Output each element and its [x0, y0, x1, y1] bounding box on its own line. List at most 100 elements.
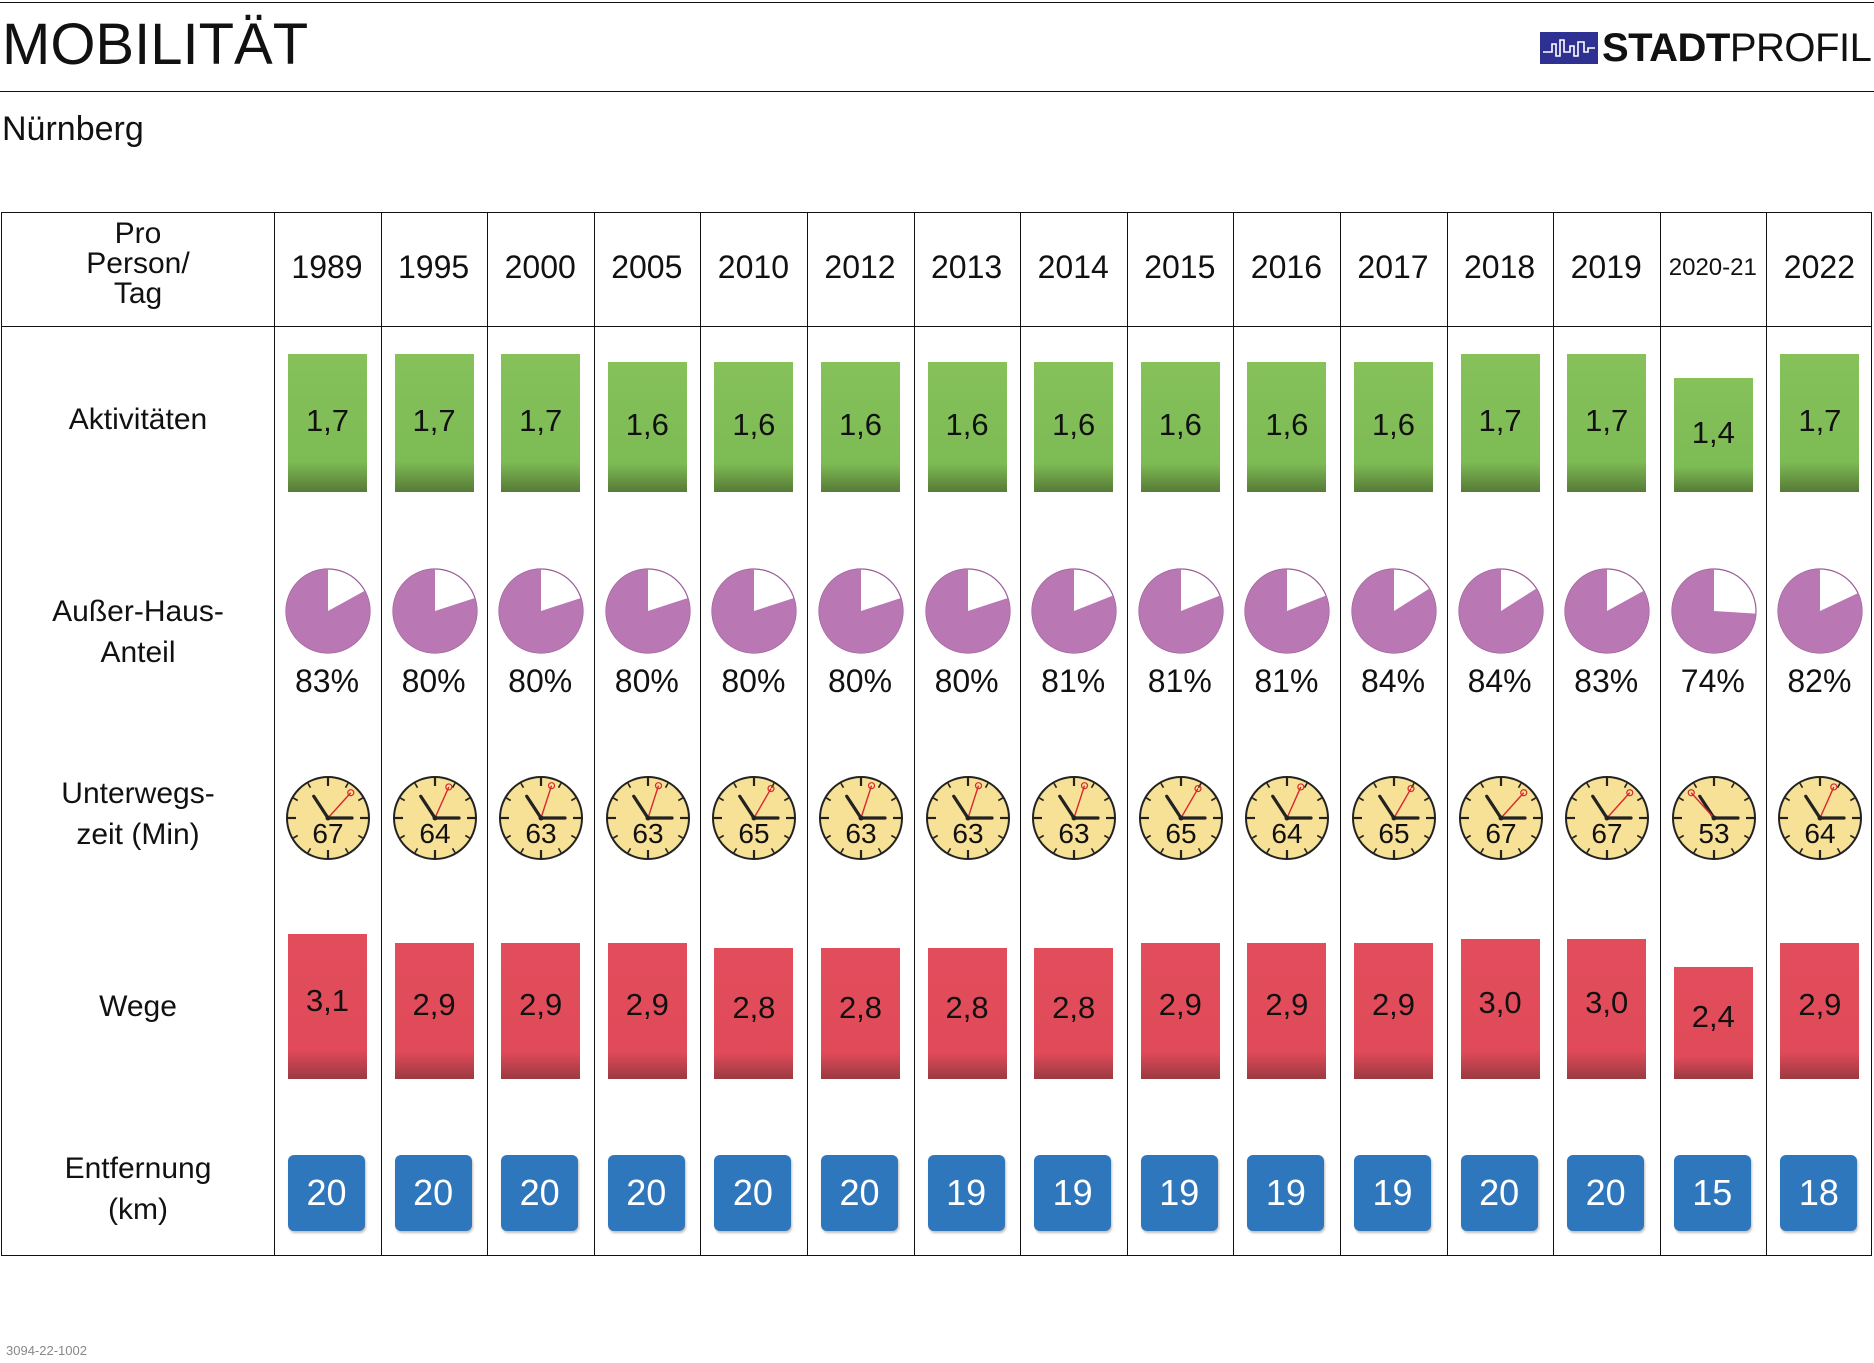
column-separator: [1233, 213, 1235, 1255]
year-header: 2000: [504, 249, 576, 285]
ausserhaus-pie: [1351, 568, 1437, 654]
clock-icon: 63: [1032, 776, 1117, 860]
clock-tick: [451, 847, 456, 854]
clock-tick: [612, 834, 618, 839]
aktivitaeten-value: 1,6: [1265, 407, 1309, 443]
clock-second-dot: [974, 782, 982, 790]
wege-value: 2,9: [519, 987, 563, 1023]
aktivitaeten-value: 1,7: [519, 403, 563, 438]
clock-tick: [932, 834, 938, 839]
ausserhaus-pie: [924, 568, 1011, 654]
wege-value: 3,0: [1585, 984, 1629, 1020]
clock-second-dot: [1407, 784, 1415, 793]
ausserhaus-value: 80%: [614, 663, 679, 699]
clock-center: [1178, 815, 1184, 821]
clock-tick: [292, 834, 299, 839]
ausserhaus-pie: [1777, 568, 1863, 654]
ausserhaus-pie: [1564, 568, 1650, 654]
clock-center: [1711, 815, 1717, 821]
ausserhaus-value: 80%: [401, 663, 466, 699]
mobility-table: Pro Person/ Tag Aktivitäten Außer-Haus- …: [1, 212, 1872, 1256]
clock-second-hand: [860, 785, 873, 819]
clock-second-dot: [1297, 783, 1305, 791]
clock-tick: [997, 834, 1003, 839]
aktivitaeten-value: 1,6: [838, 407, 883, 443]
clock-tick: [664, 847, 669, 854]
clock-hour-hand: [525, 794, 543, 820]
year-header: 2016: [1250, 249, 1322, 285]
clock-second-hand: [647, 785, 659, 819]
clock-icon: 63: [499, 776, 584, 860]
wege-value: 2,9: [412, 987, 456, 1023]
clock-icon: 63: [819, 776, 903, 860]
wege-bar: 2,8: [821, 948, 900, 1079]
aktivitaeten-value: 1,7: [1798, 403, 1842, 438]
clock-icon: 65: [1138, 776, 1223, 860]
wege-bar: 3,0: [1567, 938, 1647, 1079]
clock-tick: [464, 797, 470, 802]
column-separator: [1766, 213, 1768, 1255]
clock-center: [1071, 815, 1077, 821]
clock-center: [965, 815, 971, 821]
clock-tick: [1423, 834, 1430, 839]
clock-center: [1391, 815, 1397, 821]
clock-tick: [664, 782, 669, 789]
entfernung-value: 20: [607, 1155, 685, 1231]
clock-tick: [946, 847, 951, 854]
year-header: 2020-21: [1668, 254, 1757, 281]
unterwegszeit-value: 63: [952, 818, 983, 849]
year-header: 2012: [824, 249, 896, 285]
ausserhaus-pie: [1031, 568, 1117, 654]
clock-second-hand: [1073, 785, 1086, 819]
ausserhaus-value: 83%: [1574, 663, 1639, 699]
clock-tick: [840, 847, 845, 854]
aktivitaeten-value: 1,6: [945, 407, 989, 443]
row-label-line: Wege: [99, 990, 177, 1023]
pie-slice: [1245, 569, 1330, 653]
aktivitaeten-value: 1,6: [625, 407, 669, 443]
ausserhaus-pie: [1244, 568, 1330, 654]
clock-tick: [399, 797, 405, 802]
clock-center: [1498, 815, 1504, 821]
wege-value: 2,9: [1798, 987, 1842, 1023]
entfernung-value: 20: [714, 1155, 792, 1231]
clock-tick: [1678, 797, 1684, 802]
clock-tick: [451, 782, 456, 789]
clock-icon: 63: [925, 776, 1010, 860]
pie-slice: [818, 569, 903, 653]
ausserhaus-value: 80%: [721, 663, 786, 699]
wege-value: 2,4: [1691, 998, 1735, 1034]
ausserhaus-value: 82%: [1787, 663, 1852, 699]
ausserhaus-value: 74%: [1680, 663, 1745, 699]
clock-second-hand: [966, 785, 979, 819]
clock-tick: [557, 782, 562, 789]
unterwegszeit-value: 64: [1805, 818, 1836, 849]
clock-icon: 64: [1778, 776, 1863, 860]
clock-tick: [1623, 847, 1628, 854]
entfernung-value: 19: [1034, 1155, 1112, 1231]
clock-tick: [1210, 834, 1216, 839]
top-rule: [0, 2, 1874, 3]
column-separator: [274, 213, 275, 1255]
clock-tick: [719, 797, 725, 802]
clock-tick: [1160, 782, 1164, 789]
clock-second-dot: [548, 782, 556, 790]
clock-tick: [1252, 797, 1258, 802]
unterwegszeit-value: 53: [1698, 818, 1729, 849]
row-label-ausserhaus: Außer-Haus- Anteil: [2, 591, 274, 673]
clock-hour-hand: [1591, 794, 1609, 820]
wege-value: 2,9: [1265, 987, 1309, 1023]
column-separator: [700, 213, 702, 1255]
clock-tick: [1785, 797, 1791, 802]
clock-tick: [1693, 847, 1697, 854]
page-title: MOBILITÄT: [2, 12, 309, 77]
clock-center: [1284, 815, 1290, 821]
clock-tick: [1053, 847, 1058, 854]
clock-hour-hand: [1484, 794, 1503, 820]
row-label-line: Aktivitäten: [68, 403, 208, 436]
row-label-unterwegszeit: Unterwegs- zeit (Min): [2, 773, 274, 855]
clock-tick: [1799, 847, 1804, 854]
clock-tick: [557, 847, 562, 854]
aktivitaeten-value: 1,6: [732, 407, 776, 443]
clock-tick: [1530, 797, 1536, 802]
